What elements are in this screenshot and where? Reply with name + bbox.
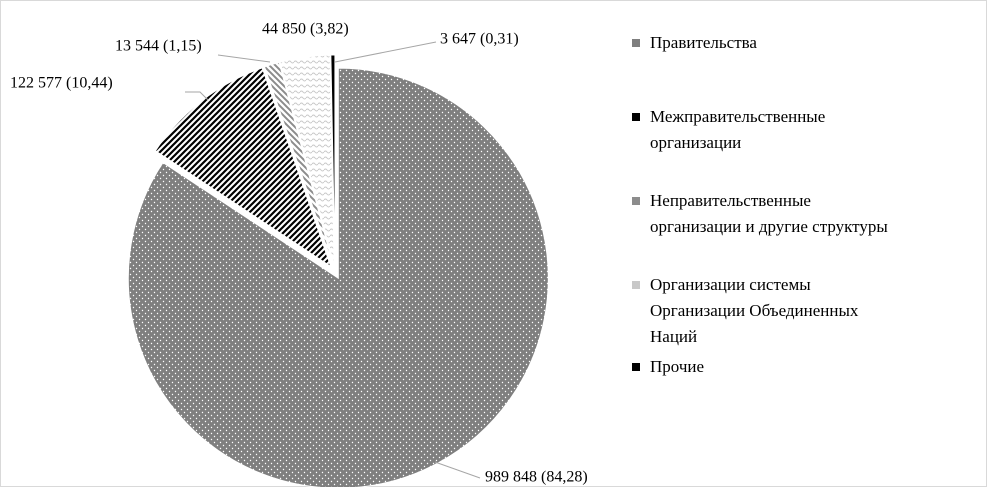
legend-swatch [632, 281, 640, 289]
legend-swatch [632, 39, 640, 47]
data-label: 44 850 (3,82) [262, 21, 349, 38]
data-label: 989 848 (84,28) [485, 469, 588, 486]
legend-label: Организации системы Организации Объедине… [650, 275, 859, 346]
legend-label: Правительства [650, 33, 757, 52]
legend-swatch [632, 363, 640, 371]
legend-swatch [632, 113, 640, 121]
data-label: 122 577 (10,44) [10, 75, 113, 92]
pie-slice [279, 54, 335, 266]
data-label: 13 544 (1,15) [115, 38, 202, 55]
legend-item: Правительства [630, 30, 985, 56]
leader-line [217, 54, 271, 63]
legend-item: Организации системы Организации Объедине… [630, 272, 985, 350]
data-label: 3 647 (0,31) [440, 31, 519, 48]
leader-line [334, 41, 437, 63]
legend-item: Неправительственные организации и другие… [630, 188, 985, 240]
legend-label: Прочие [650, 357, 705, 376]
legend-swatch [632, 197, 640, 205]
legend-item: Прочие [630, 354, 985, 380]
pie-slice [330, 54, 336, 266]
pie-slice [263, 61, 334, 266]
legend: Правительства Межправительственные органи… [630, 30, 985, 380]
leader-line [185, 91, 209, 101]
legend-item: Межправительственные организации [630, 104, 985, 156]
legend-label: Неправительственные организации и другие… [650, 191, 888, 236]
legend-label: Межправительственные организации [650, 107, 826, 152]
pie-slice [154, 67, 332, 268]
leader-line [434, 461, 481, 479]
